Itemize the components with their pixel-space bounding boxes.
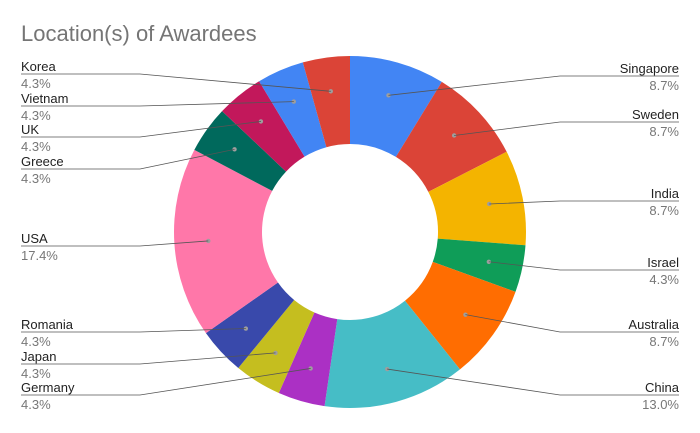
leader-line-india xyxy=(489,200,679,205)
anchor-dot-singapore xyxy=(386,93,391,98)
label-name-romania: Romania xyxy=(21,317,74,332)
anchor-dot-korea xyxy=(328,89,333,94)
leader-line-vietnam xyxy=(21,101,294,107)
label-percent-korea: 4.3% xyxy=(21,76,51,91)
slice-usa xyxy=(173,149,278,334)
slice-japan xyxy=(238,300,315,393)
anchor-dot-sweden xyxy=(451,133,457,138)
leader-line-sweden xyxy=(454,121,679,136)
leader-line-singapore xyxy=(388,75,679,96)
label-percent-japan: 4.3% xyxy=(21,366,51,381)
label-percent-china: 13.0% xyxy=(642,397,679,412)
label-percent-uk: 4.3% xyxy=(21,139,51,154)
label-percent-india: 8.7% xyxy=(649,203,679,218)
label-name-india: India xyxy=(651,186,680,201)
leader-lines-group xyxy=(21,73,679,396)
slice-australia xyxy=(404,261,516,370)
label-percent-singapore: 8.7% xyxy=(649,78,679,93)
label-name-usa: USA xyxy=(21,231,48,246)
slice-israel xyxy=(432,238,526,292)
label-name-israel: Israel xyxy=(647,255,679,270)
anchor-dot-australia xyxy=(463,312,468,317)
label-name-china: China xyxy=(645,380,680,395)
label-percent-germany: 4.3% xyxy=(21,397,51,412)
slice-china xyxy=(324,300,460,408)
label-percent-usa: 17.4% xyxy=(21,248,58,263)
leader-line-korea xyxy=(21,73,331,92)
slice-greece xyxy=(194,111,287,191)
leader-line-romania xyxy=(21,328,246,333)
label-name-japan: Japan xyxy=(21,349,56,364)
leader-line-uk xyxy=(21,121,261,138)
leader-line-greece xyxy=(21,148,235,170)
label-percent-greece: 4.3% xyxy=(21,171,51,186)
leader-line-usa xyxy=(21,240,209,247)
leader-line-israel xyxy=(488,261,679,271)
leader-line-japan xyxy=(21,352,276,365)
label-name-vietnam: Vietnam xyxy=(21,91,68,106)
label-percent-sweden: 8.7% xyxy=(649,124,679,139)
label-name-korea: Korea xyxy=(21,59,56,74)
anchor-dot-israel xyxy=(486,259,492,264)
label-percent-australia: 8.7% xyxy=(649,334,679,349)
label-name-germany: Germany xyxy=(21,380,75,395)
slice-romania xyxy=(205,282,295,369)
label-name-sweden: Sweden xyxy=(632,107,679,122)
label-percent-israel: 4.3% xyxy=(649,272,679,287)
label-name-uk: UK xyxy=(21,122,39,137)
slices-group xyxy=(173,56,526,408)
leader-line-china xyxy=(387,368,679,396)
slice-uk xyxy=(222,81,305,172)
leader-line-germany xyxy=(21,368,311,396)
anchor-dot-india xyxy=(487,201,492,207)
slice-korea xyxy=(302,56,350,148)
chart-title: Location(s) of Awardees xyxy=(21,21,257,46)
slice-india xyxy=(428,151,526,246)
label-percent-vietnam: 4.3% xyxy=(21,108,51,123)
slice-germany xyxy=(278,312,338,407)
label-name-australia: Australia xyxy=(628,317,679,332)
label-name-greece: Greece xyxy=(21,154,64,169)
anchor-dot-romania xyxy=(243,326,249,331)
label-name-singapore: Singapore xyxy=(620,61,679,76)
labels-group: Singapore 8.7% Sweden 8.7% India 8.7% Israel 4.… xyxy=(21,59,680,412)
slice-sweden xyxy=(395,81,507,192)
slice-singapore xyxy=(350,56,442,157)
label-percent-romania: 4.3% xyxy=(21,334,51,349)
leader-line-australia xyxy=(465,314,679,333)
